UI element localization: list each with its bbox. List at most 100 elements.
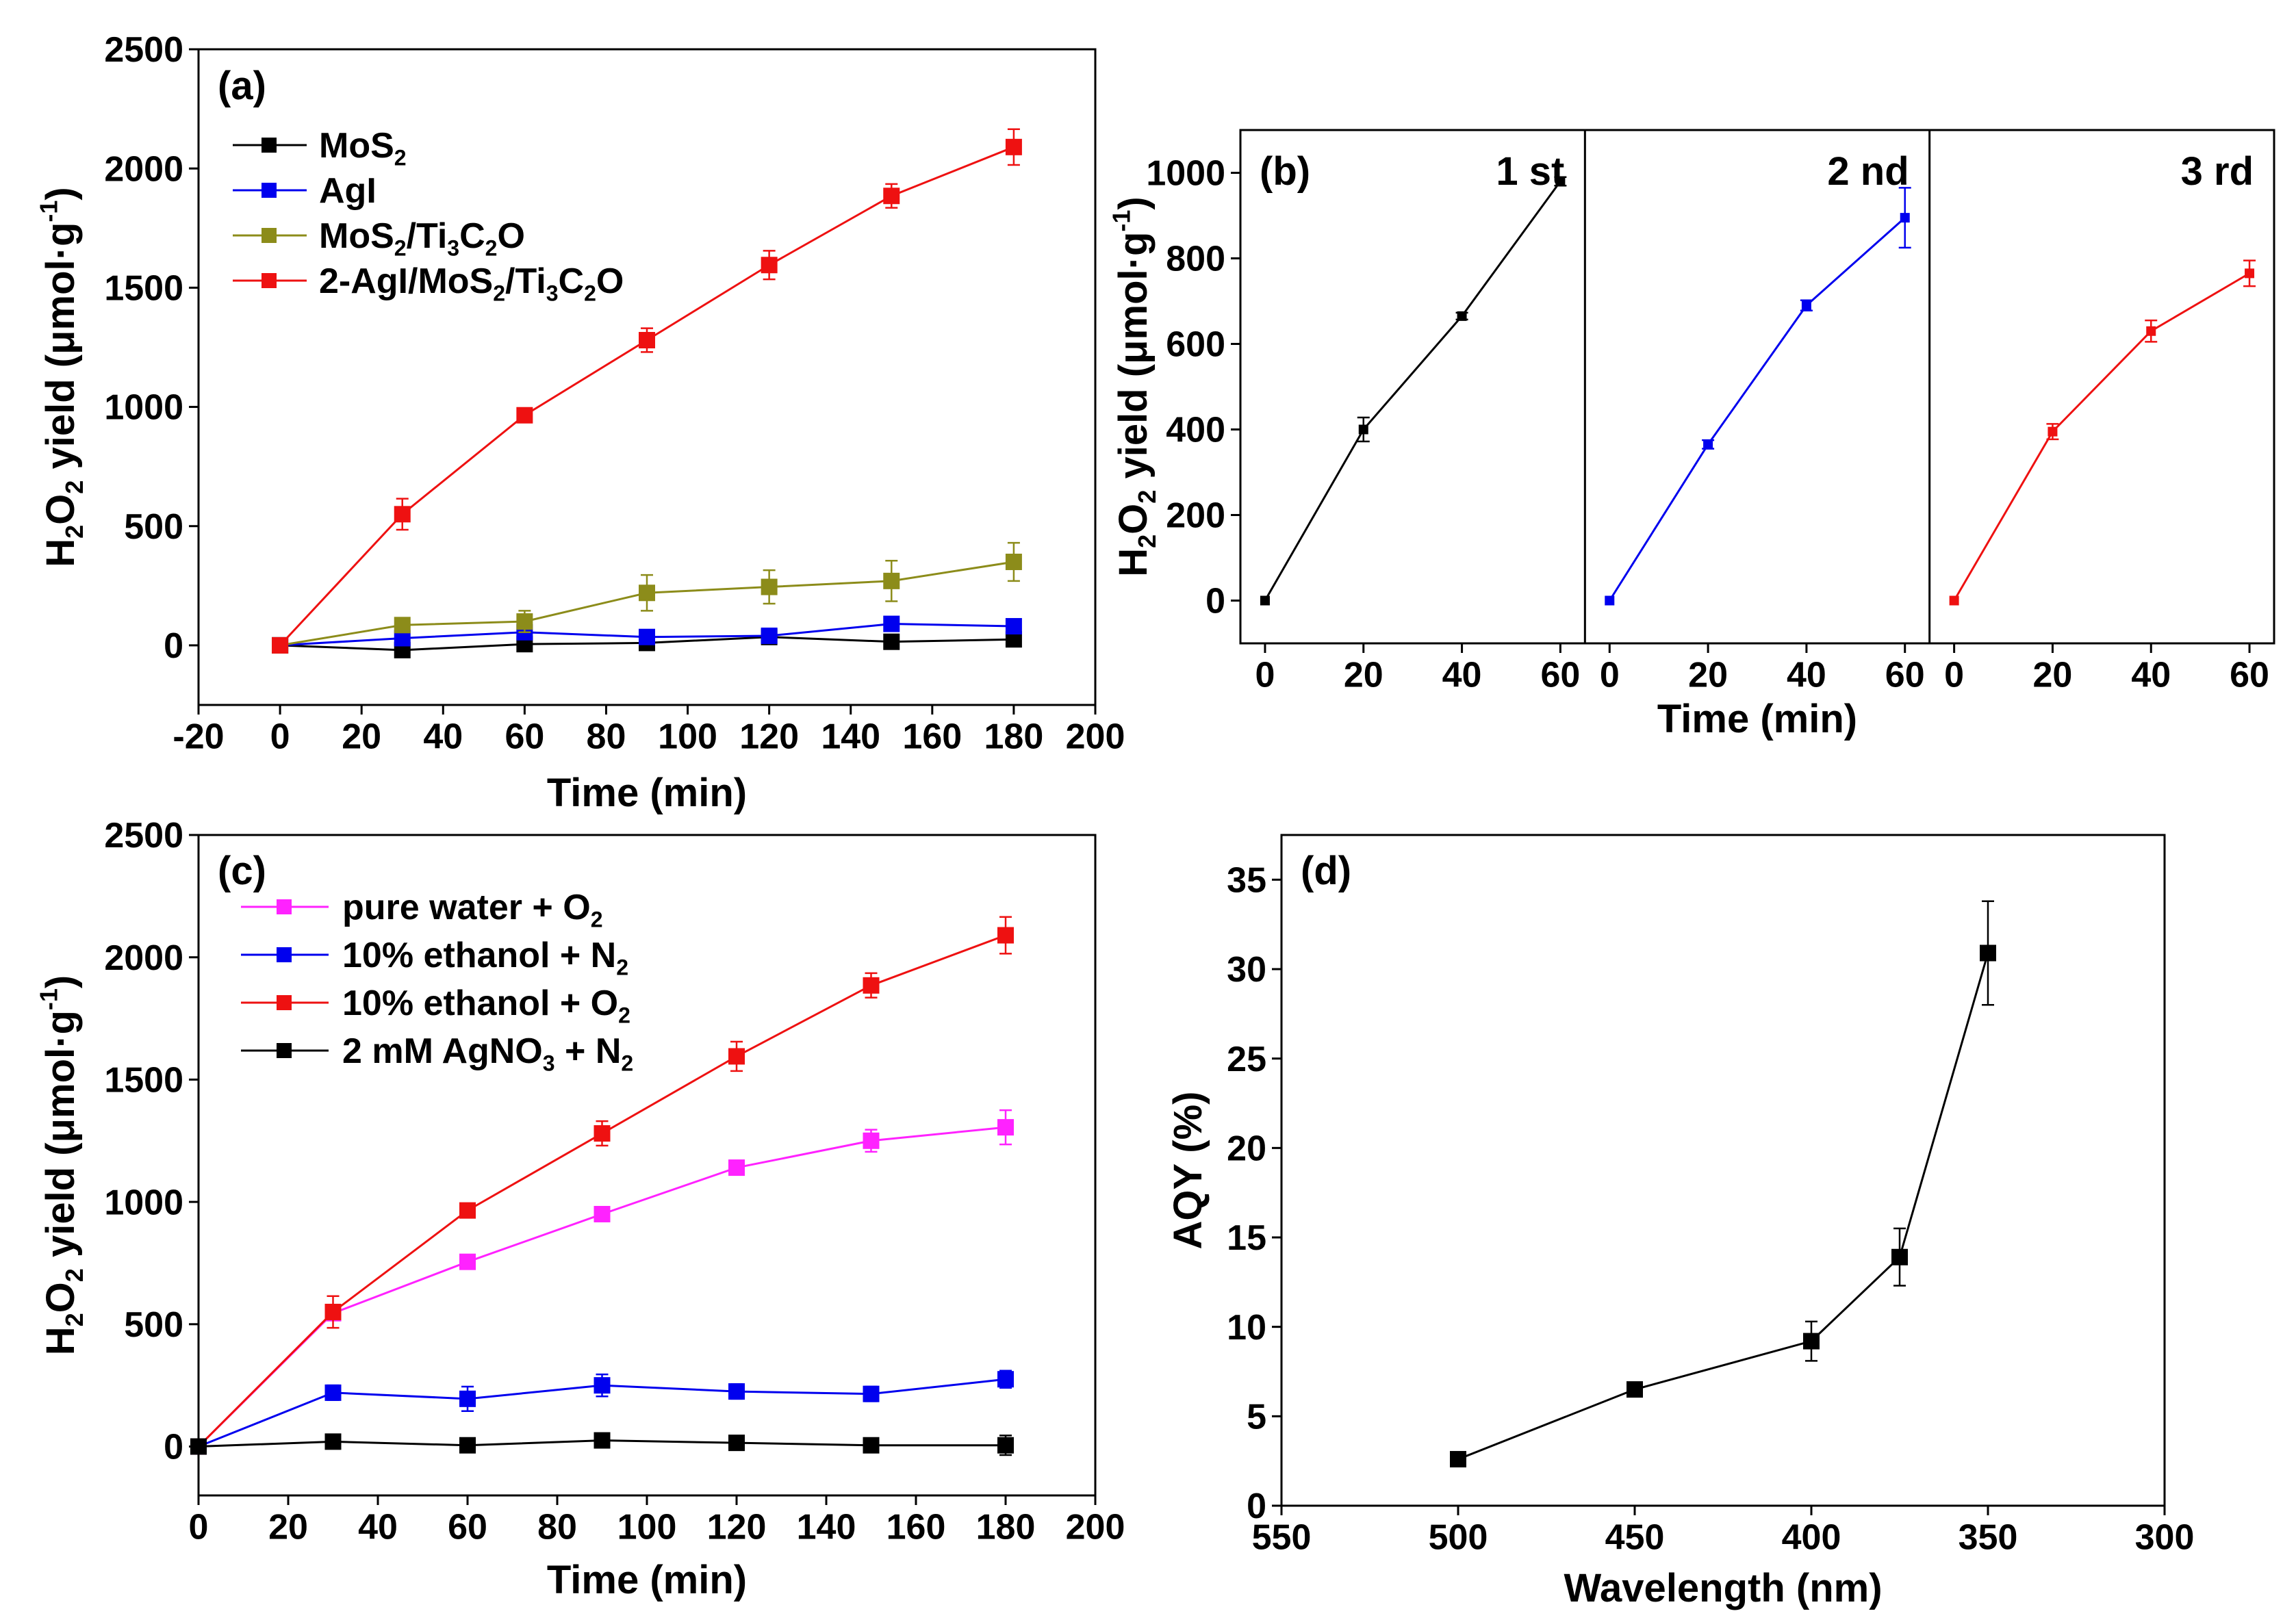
panel-b-cycle-2-xtick-label: 60 xyxy=(2230,655,2269,695)
panel-c-series-2-point xyxy=(997,927,1014,944)
panel-a-ytick-label: 500 xyxy=(124,507,183,547)
panel-c-series-0-point xyxy=(728,1159,745,1177)
panel-a-series-3-point xyxy=(394,506,411,523)
label-part: 2 xyxy=(1133,490,1161,504)
label-part: 2 xyxy=(485,235,498,260)
panel-a-xlabel: Time (min) xyxy=(547,771,747,815)
panel-b: 0 200 400 600 800 1000 0 20 40 60 1 st 0 20 40 60 2 nd 0… xyxy=(1108,129,2275,741)
panel-b-cycle-1-point xyxy=(1900,213,1910,223)
panel-c-series-2-point xyxy=(459,1202,476,1219)
panel-b-tag: (b) xyxy=(1260,149,1310,194)
label-part: H xyxy=(38,1326,83,1355)
label-part: ) xyxy=(1111,196,1156,209)
panel-c-series-3-point xyxy=(594,1432,611,1449)
panel-a-series-1-point xyxy=(761,627,778,644)
panel-b-cycle-0-point xyxy=(1260,595,1270,606)
panel-c-series-3-point xyxy=(728,1435,745,1452)
panel-d-ytick-label: 20 xyxy=(1227,1129,1266,1169)
panel-a-series-3-point xyxy=(883,188,900,205)
panel-c-legend-label: pure water + O2 xyxy=(342,888,602,931)
panel-d-xtick-label: 550 xyxy=(1252,1517,1312,1557)
panel-c-tag: (c) xyxy=(218,849,266,893)
panel-b-cycle-1-xtick-label: 20 xyxy=(1688,655,1728,695)
panel-b-cycle-0-xtick-label: 20 xyxy=(1344,655,1383,695)
panel-d-series-0-point xyxy=(1891,1248,1908,1265)
label-part: 2 xyxy=(60,525,88,539)
panel-c-series-2-point xyxy=(324,1303,342,1320)
panel-c-series-2-point xyxy=(594,1125,611,1142)
panel-b-cycle-label: 1 st xyxy=(1496,149,1564,194)
panel-c-series-0-point xyxy=(594,1205,611,1222)
panel-a-xtick-label: 180 xyxy=(984,717,1044,756)
panel-c-xtick-label: 100 xyxy=(617,1507,677,1547)
panel-a-series-0-point xyxy=(883,633,900,650)
panel-d-ytick-label: 5 xyxy=(1247,1398,1266,1437)
label-part: 3 xyxy=(546,281,559,305)
label-part: O xyxy=(38,494,83,525)
label-part: + N xyxy=(555,1031,622,1071)
panel-a-series-2-point xyxy=(761,578,778,595)
panel-c-series-0-point xyxy=(459,1253,476,1270)
panel-c-xlabel: Time (min) xyxy=(547,1558,747,1602)
panel-a-frame xyxy=(197,48,1097,706)
panel-a-xtick-label: 140 xyxy=(821,717,880,756)
panel-d-xtick-label: 400 xyxy=(1782,1517,1841,1557)
label-part: C xyxy=(559,261,585,301)
panel-c-ytick-label: 500 xyxy=(124,1305,183,1345)
panel-a-legend-marker xyxy=(262,138,277,153)
label-part: 2 xyxy=(394,145,407,170)
panel-b-cycle-label: 2 nd xyxy=(1827,149,1909,194)
panel-b-cycle-2-xtick-label: 40 xyxy=(2131,655,2171,695)
panel-a-legend-label: MoS2 xyxy=(319,126,407,170)
panel-d-ytick-label: 30 xyxy=(1227,950,1266,990)
panel-b-cycle-0-xtick-label: 40 xyxy=(1442,655,1482,695)
panel-c-xtick-label: 140 xyxy=(797,1507,856,1547)
panel-b-cycle-0-xtick-label: 60 xyxy=(1540,655,1580,695)
panel-a-series-3-point xyxy=(1005,138,1022,155)
panel-a-xtick-label: 200 xyxy=(1066,717,1125,756)
panel-b-cycle-0-xtick-label: 0 xyxy=(1255,655,1275,695)
panel-b-cycle-2-point xyxy=(1949,595,1959,606)
panel-a-ytick-label: 1000 xyxy=(104,388,183,428)
label-part: 2 xyxy=(621,1051,633,1075)
panel-a-xtick-label: 60 xyxy=(505,717,544,756)
panel-a-xtick-label: 40 xyxy=(423,717,463,756)
panel-c-series-3-point xyxy=(459,1437,476,1454)
panel-d-series-0-point xyxy=(1803,1333,1820,1350)
panel-d-xlabel: Wavelength (nm) xyxy=(1564,1566,1882,1610)
panel-a-ytick-label: 1500 xyxy=(104,269,183,309)
panel-a-series-3-point xyxy=(272,637,289,654)
panel-c-series-1-point xyxy=(728,1383,745,1400)
panel-b-ylabel: H2O2 yield (μmol·g-1) xyxy=(1108,196,1161,576)
panel-a-series-1-point xyxy=(639,628,655,645)
label-part: yield (μmol·g xyxy=(1111,232,1156,490)
panel-c-series-3-point xyxy=(190,1438,207,1455)
panel-c-ytick-label: 0 xyxy=(164,1428,183,1467)
label-part: -1 xyxy=(35,988,63,1010)
label-part: ) xyxy=(38,975,83,988)
panel-a-legend-label: 2-AgI/MoS2/Ti3C2O xyxy=(319,261,624,305)
panel-a-xtick-label: -20 xyxy=(173,717,224,756)
panel-b-cycle-2-point xyxy=(2048,426,2058,437)
panel-b-cycle-0-point xyxy=(1358,424,1368,435)
label-part: yield (μmol·g xyxy=(38,222,83,480)
panel-d-xtick-label: 450 xyxy=(1605,1517,1665,1557)
label-part: -1 xyxy=(1108,210,1136,232)
label-part: 2-AgI/MoS xyxy=(319,261,493,301)
panel-d-series-0-point xyxy=(1980,944,1996,962)
panel-a-xtick-label: 0 xyxy=(270,717,290,756)
label-part: 3 xyxy=(447,235,459,260)
panel-a-xtick-label: 160 xyxy=(902,717,962,756)
label-part: 2 xyxy=(618,1003,630,1027)
panel-c-xtick-label: 20 xyxy=(268,1507,308,1547)
label-part: yield (μmol·g xyxy=(38,1010,83,1268)
label-part: H xyxy=(38,539,83,567)
panel-d-series-0-line xyxy=(1457,953,1989,1461)
panel-a-legend-marker xyxy=(262,273,277,288)
label-part: 2 xyxy=(394,235,407,260)
panel-b-cycle-2-xtick-label: 0 xyxy=(1944,655,1964,695)
panel-a-xtick-label: 80 xyxy=(587,717,626,756)
label-part: MoS xyxy=(319,126,394,166)
label-part: ) xyxy=(38,187,83,200)
panel-b-cycle-2-line xyxy=(1953,272,2250,602)
